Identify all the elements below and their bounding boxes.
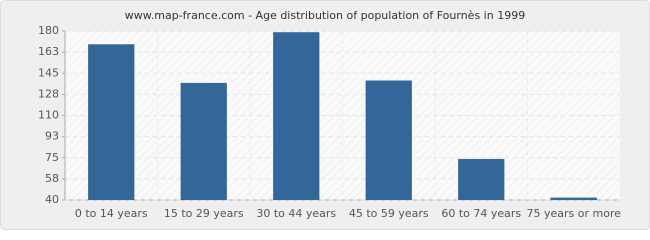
bar xyxy=(458,158,505,200)
x-tick-label: 45 to 59 years xyxy=(349,207,429,220)
plot-area xyxy=(65,31,620,200)
y-tick-label: 128 xyxy=(38,87,59,100)
bar xyxy=(273,32,320,201)
y-tick-label: 145 xyxy=(38,66,59,79)
y-tick-label: 40 xyxy=(45,193,59,206)
chart-title: www.map-france.com - Age distribution of… xyxy=(125,9,525,22)
y-tick-label: 58 xyxy=(45,172,59,185)
y-tick-label: 75 xyxy=(45,151,59,164)
chart: www.map-france.com - Age distribution of… xyxy=(0,0,650,230)
bar xyxy=(180,82,227,200)
y-tick-label: 163 xyxy=(38,45,59,58)
x-tick-label: 75 years or more xyxy=(526,207,621,220)
bar xyxy=(365,80,412,200)
y-tick-label: 180 xyxy=(38,24,59,37)
x-tick-label: 30 to 44 years xyxy=(256,207,336,220)
x-tick-label: 0 to 14 years xyxy=(75,207,148,220)
y-tick-label: 93 xyxy=(45,130,59,143)
x-tick-label: 15 to 29 years xyxy=(164,207,244,220)
y-tick-label: 110 xyxy=(38,109,59,122)
bar xyxy=(88,44,135,201)
x-tick-label: 60 to 74 years xyxy=(441,207,521,220)
bar xyxy=(550,197,597,200)
